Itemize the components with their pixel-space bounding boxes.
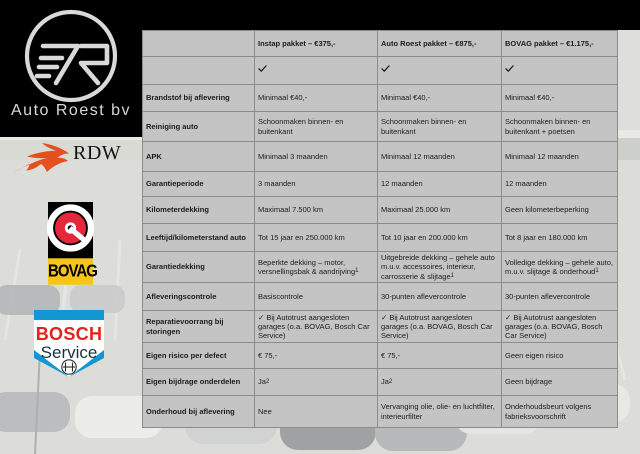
svg-text:Service: Service: [41, 343, 98, 362]
svg-text:BOSCH: BOSCH: [36, 324, 103, 344]
